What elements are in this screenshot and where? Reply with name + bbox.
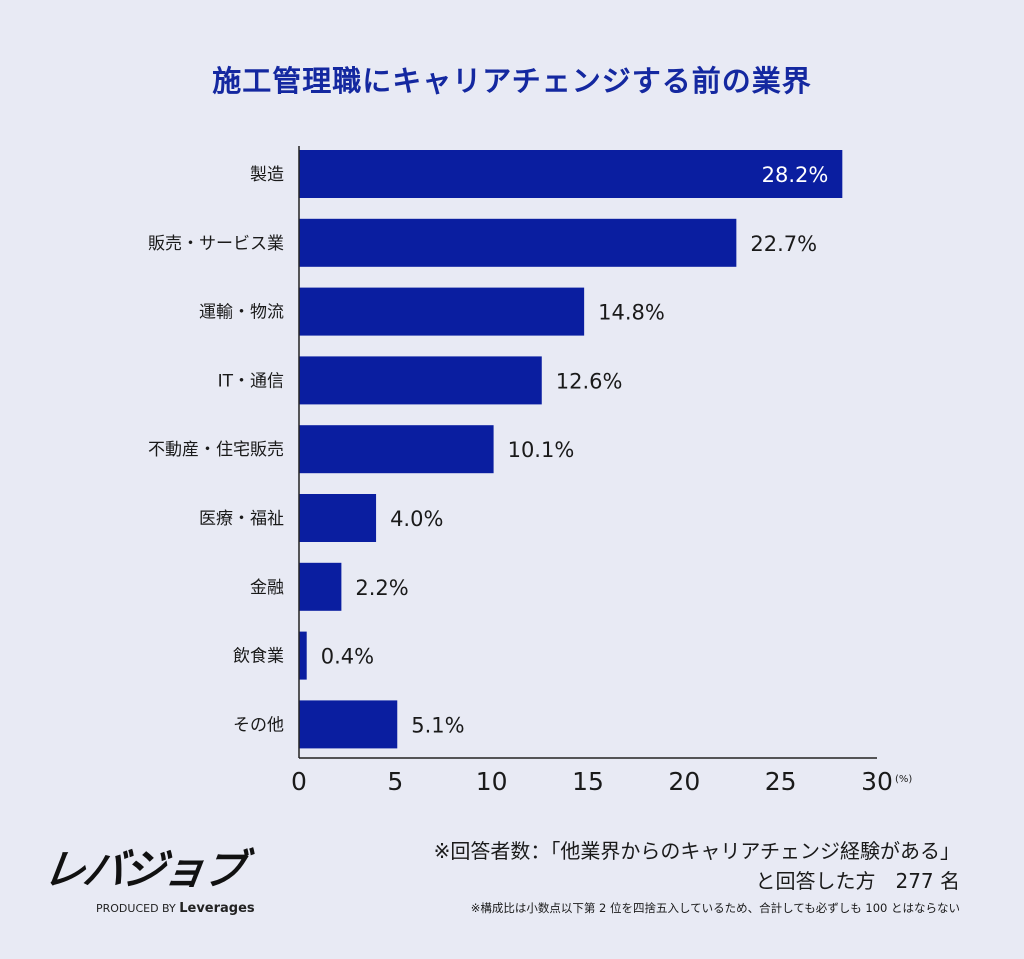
- category-label: 医療・福祉: [199, 509, 284, 529]
- bar: [299, 287, 585, 336]
- category-label: その他: [233, 715, 284, 735]
- x-tick-label: 15: [572, 767, 604, 796]
- note-line-1: ※回答者数：「他業界からのキャリアチェンジ経験がある」: [433, 839, 960, 863]
- x-tick-label: 0: [291, 767, 307, 796]
- data-label: 14.8%: [598, 301, 665, 325]
- data-label: 10.1%: [508, 438, 575, 462]
- logo-wordmark: レバジョブ: [40, 845, 248, 894]
- bar-chart: 製造 28.2% 販売・サービス業 22.7% 運輸・物流 14.8% IT・通信 12.6%…: [148, 146, 912, 796]
- bar: [299, 218, 737, 267]
- bar: [299, 356, 542, 405]
- bar: [299, 150, 843, 198]
- x-axis-unit: (%): [895, 774, 912, 785]
- category-label: 金融: [250, 578, 284, 598]
- x-tick-label: 25: [765, 767, 797, 796]
- data-label: 12.6%: [556, 369, 623, 393]
- category-label: 不動産・住宅販売: [148, 440, 284, 460]
- data-label: 2.2%: [355, 576, 408, 600]
- brand-name: Leverages: [179, 901, 255, 916]
- note-footnote: ※構成比は小数点以下第 2 位を四捨五入しているため、合計しても必ずしも 100…: [470, 901, 960, 915]
- category-label: 運輸・物流: [199, 303, 284, 323]
- x-tick-label: 5: [387, 767, 403, 796]
- logo-tagline: PRODUCED BY Leverages: [96, 901, 255, 916]
- chart-title: 施工管理職にキャリアチェンジする前の業界: [212, 64, 812, 98]
- logo: レバジョブ PRODUCED BY Leverages: [40, 836, 255, 916]
- produced-by: PRODUCED BY: [96, 902, 176, 915]
- x-tick-label: 10: [476, 767, 508, 796]
- category-label: IT・通信: [218, 371, 284, 391]
- survey-note: ※回答者数：「他業界からのキャリアチェンジ経験がある」 と回答した方 277 名…: [434, 836, 960, 916]
- note-line-2: と回答した方 277 名: [755, 869, 960, 893]
- x-tick-label: 30: [861, 767, 893, 796]
- data-label: 28.2%: [762, 163, 829, 187]
- data-label: 22.7%: [750, 232, 817, 256]
- bar: [299, 494, 377, 542]
- bar: [299, 425, 494, 474]
- bar: [299, 700, 398, 749]
- category-label: 製造: [250, 165, 284, 185]
- data-label: 4.0%: [390, 507, 443, 531]
- bar: [299, 631, 307, 680]
- category-label: 飲食業: [233, 647, 284, 667]
- x-tick-label: 20: [668, 767, 700, 796]
- category-label: 販売・サービス業: [148, 234, 284, 254]
- data-label: 5.1%: [411, 713, 464, 737]
- bar: [299, 562, 342, 611]
- data-label: 0.4%: [321, 645, 374, 669]
